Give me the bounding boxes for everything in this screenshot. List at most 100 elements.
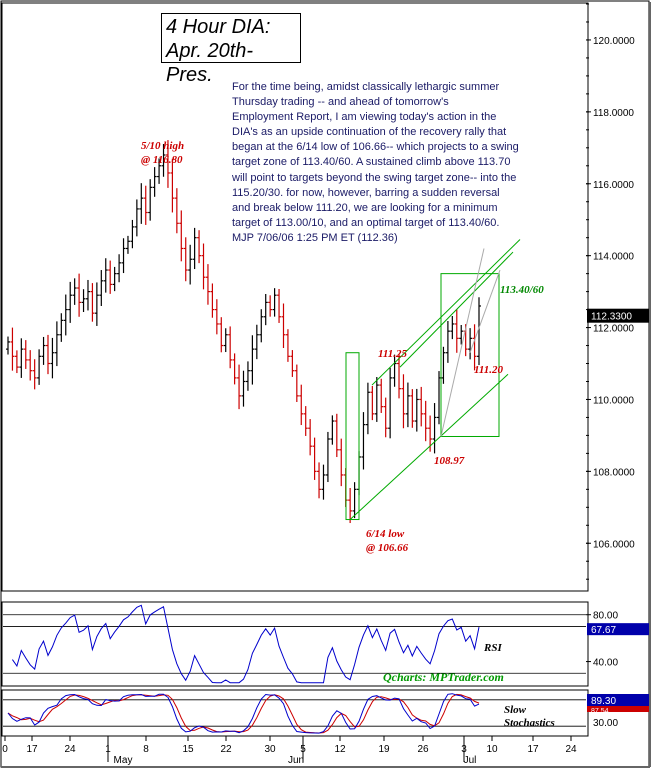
x-tick-label: 24 <box>64 744 76 755</box>
price-bar <box>459 324 464 345</box>
price-bar <box>268 295 273 317</box>
x-ticks: 017241815223051219263101724MayJunJul <box>2 736 577 766</box>
commentary-line: DIA's as an upside continuation of the r… <box>232 126 507 139</box>
price-bar <box>374 376 379 422</box>
price-bar <box>90 283 95 322</box>
annotations: 5/10 high @ 116.80 6/14 low @ 106.66 111.25 1… <box>141 140 544 554</box>
rsi-panel-frame <box>1 601 589 687</box>
price-bar <box>165 140 170 188</box>
price-bar <box>405 382 410 428</box>
price-bar <box>170 158 175 213</box>
price-bar <box>312 437 317 480</box>
price-bar <box>299 384 304 426</box>
rsi-last-tag-label: 67.67 <box>591 625 616 636</box>
price-bar <box>472 324 477 371</box>
annot-jun14-low-line-1: 6/14 low <box>366 528 405 540</box>
price-bar <box>348 488 353 524</box>
price-bar <box>441 346 446 384</box>
price-bar <box>68 281 73 323</box>
price-bar <box>112 266 117 292</box>
price-bar <box>108 260 113 294</box>
price-bar <box>161 144 166 177</box>
stoch-last-tag-label: 89.30 <box>591 696 616 707</box>
price-bar <box>290 350 295 377</box>
price-bar <box>45 334 50 375</box>
price-bar <box>303 406 308 436</box>
commentary-line: and break below 111.20, we are looking f… <box>232 201 498 214</box>
price-bar <box>54 321 59 367</box>
price-bar <box>423 400 428 442</box>
title-line-2: Apr. 20th-Pres. <box>166 40 254 86</box>
channel-lines <box>345 239 521 521</box>
price-y-tick-label: 108.0000 <box>593 467 635 478</box>
x-tick-label: 8 <box>143 744 149 755</box>
stoch-label-line-1: Slow <box>504 704 527 716</box>
price-bar <box>72 278 77 305</box>
price-bar <box>214 299 219 335</box>
x-tick-label: 24 <box>565 744 577 755</box>
x-tick-label: 12 <box>334 744 346 755</box>
annot-jun14-low-line-2: @ 106.66 <box>366 542 409 554</box>
price-bars <box>6 140 481 524</box>
price-bar <box>339 438 344 487</box>
price-bar <box>59 313 64 342</box>
price-bar <box>468 328 473 360</box>
commentary-line: 115.20/30. for now, however, barring a s… <box>232 186 500 199</box>
price-bar <box>63 294 68 336</box>
annot-may10-high-line-2: @ 116.80 <box>141 154 183 166</box>
price-bar <box>117 254 122 283</box>
price-bar <box>6 336 10 355</box>
last-price-tag-label: 112.3300 <box>591 312 632 323</box>
price-bar <box>437 371 442 425</box>
commentary-line: began at the 6/14 low of 106.66-- which … <box>232 141 519 154</box>
price-bar <box>232 353 237 385</box>
price-bar <box>477 297 481 366</box>
commentary-line: MJP 7/06/06 1:25 PM ET (112.36) <box>232 231 398 244</box>
price-bar <box>157 158 162 184</box>
price-bar <box>130 219 135 249</box>
price-bar <box>241 370 246 407</box>
price-bar <box>32 359 37 390</box>
price-y-tick-label: 112.0000 <box>593 324 634 335</box>
price-bar <box>237 364 242 410</box>
price-bar <box>410 389 415 428</box>
price-bar <box>330 415 335 445</box>
x-month-label: May <box>114 755 133 766</box>
price-bar <box>370 386 375 421</box>
price-bar <box>272 288 277 317</box>
price-bar <box>121 238 126 274</box>
stoch-y-tick-label: 30.00 <box>593 718 618 729</box>
price-bar <box>197 230 202 264</box>
price-bar <box>401 374 406 429</box>
price-bar <box>28 350 33 381</box>
x-tick-label: 17 <box>26 744 38 755</box>
annot-level-111-25: 111.25 <box>378 348 408 360</box>
x-tick-label: 30 <box>264 744 276 755</box>
commentary-line: Employment Report, I am viewing today's … <box>232 111 497 124</box>
price-bar <box>308 419 313 456</box>
rsi-line <box>11 604 480 684</box>
commentary-line: For the time being, amidst classically l… <box>232 81 500 93</box>
stoch-panel-frame <box>1 689 589 737</box>
annot-may10-high-line-1: 5/10 high <box>141 140 184 152</box>
price-bar <box>352 482 357 519</box>
price-bar <box>210 283 215 318</box>
x-tick-label: 17 <box>527 744 539 755</box>
price-bar <box>81 289 86 312</box>
commentary-line: will point to targets beyond the swing t… <box>232 171 517 184</box>
price-bar <box>19 338 24 378</box>
x-tick-label: 26 <box>417 744 429 755</box>
price-bar <box>379 378 384 413</box>
price-bar <box>285 329 290 362</box>
x-tick-label: 19 <box>378 744 390 755</box>
annot-level-111-20: 111.20 <box>474 364 504 376</box>
price-bar <box>414 388 419 432</box>
price-bar <box>99 270 104 306</box>
price-bar <box>250 335 255 385</box>
price-bar <box>277 289 282 323</box>
price-bar <box>205 264 210 305</box>
price-bar <box>152 167 157 197</box>
price-bar <box>10 327 15 371</box>
price-bar <box>201 243 206 290</box>
price-bar <box>259 309 264 343</box>
